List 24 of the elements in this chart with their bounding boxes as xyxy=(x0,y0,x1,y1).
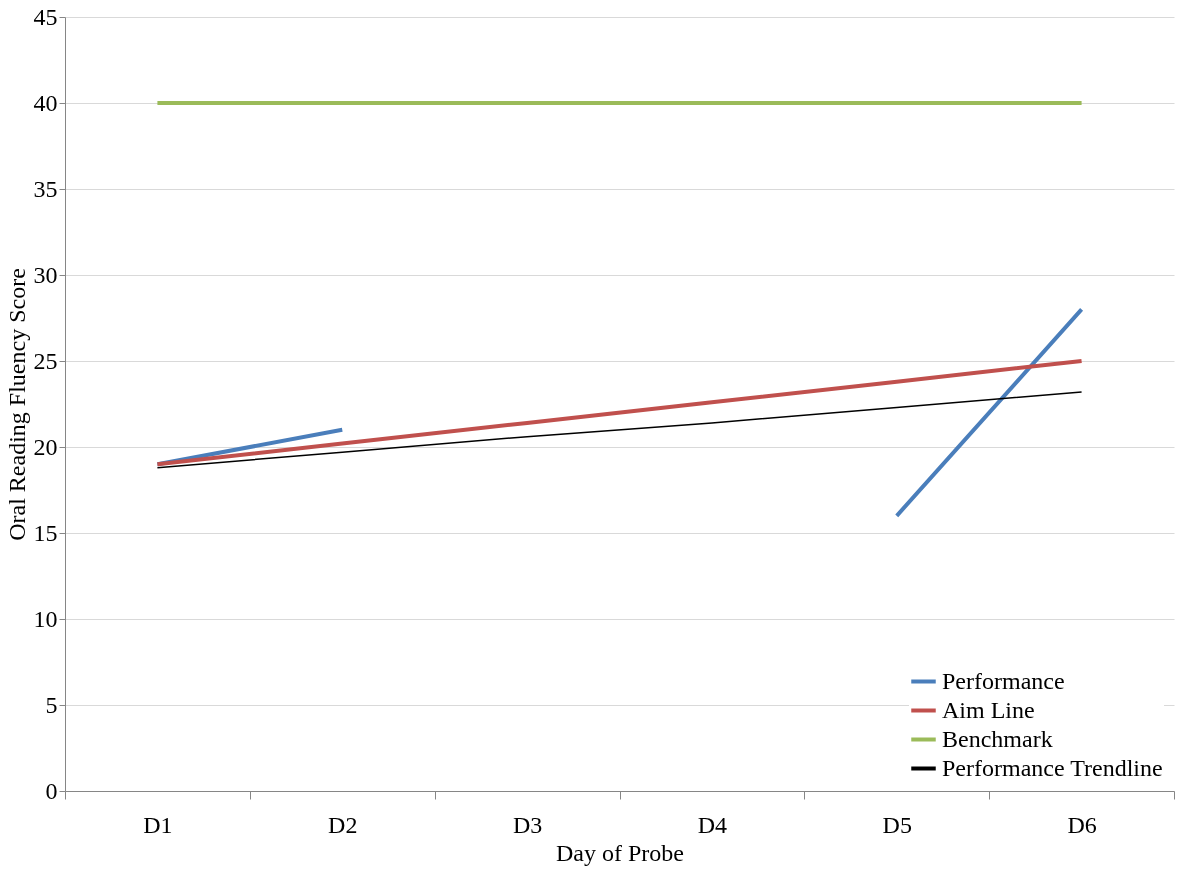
legend-label: Aim Line xyxy=(942,696,1035,723)
x-tick-label: D5 xyxy=(882,811,912,838)
legend-label: Performance xyxy=(942,667,1065,694)
legend-label: Benchmark xyxy=(942,725,1053,752)
x-tick-label: D6 xyxy=(1067,811,1097,838)
x-tick-label: D1 xyxy=(143,811,173,838)
y-axis-title: Oral Reading Fluency Score xyxy=(3,268,30,541)
y-tick-label: 20 xyxy=(33,433,58,460)
y-tick-label: 25 xyxy=(33,347,58,374)
y-tick-label: 45 xyxy=(33,3,58,30)
x-axis-title: Day of Probe xyxy=(556,839,684,866)
y-tick-label: 10 xyxy=(33,605,58,632)
y-tick-label: 5 xyxy=(45,691,58,718)
x-tick-label: D4 xyxy=(697,811,728,838)
y-tick-label: 0 xyxy=(45,777,58,804)
y-tick-label: 40 xyxy=(33,89,58,116)
line-series xyxy=(156,391,1083,469)
x-tick-label: D3 xyxy=(512,811,543,838)
legend-label: Performance Trendline xyxy=(942,754,1163,781)
y-tick-label: 15 xyxy=(33,519,58,546)
y-tick-label: 35 xyxy=(33,175,58,202)
line-series xyxy=(155,359,1084,467)
x-tick-label: D2 xyxy=(328,811,358,838)
y-tick-label: 30 xyxy=(33,261,58,288)
